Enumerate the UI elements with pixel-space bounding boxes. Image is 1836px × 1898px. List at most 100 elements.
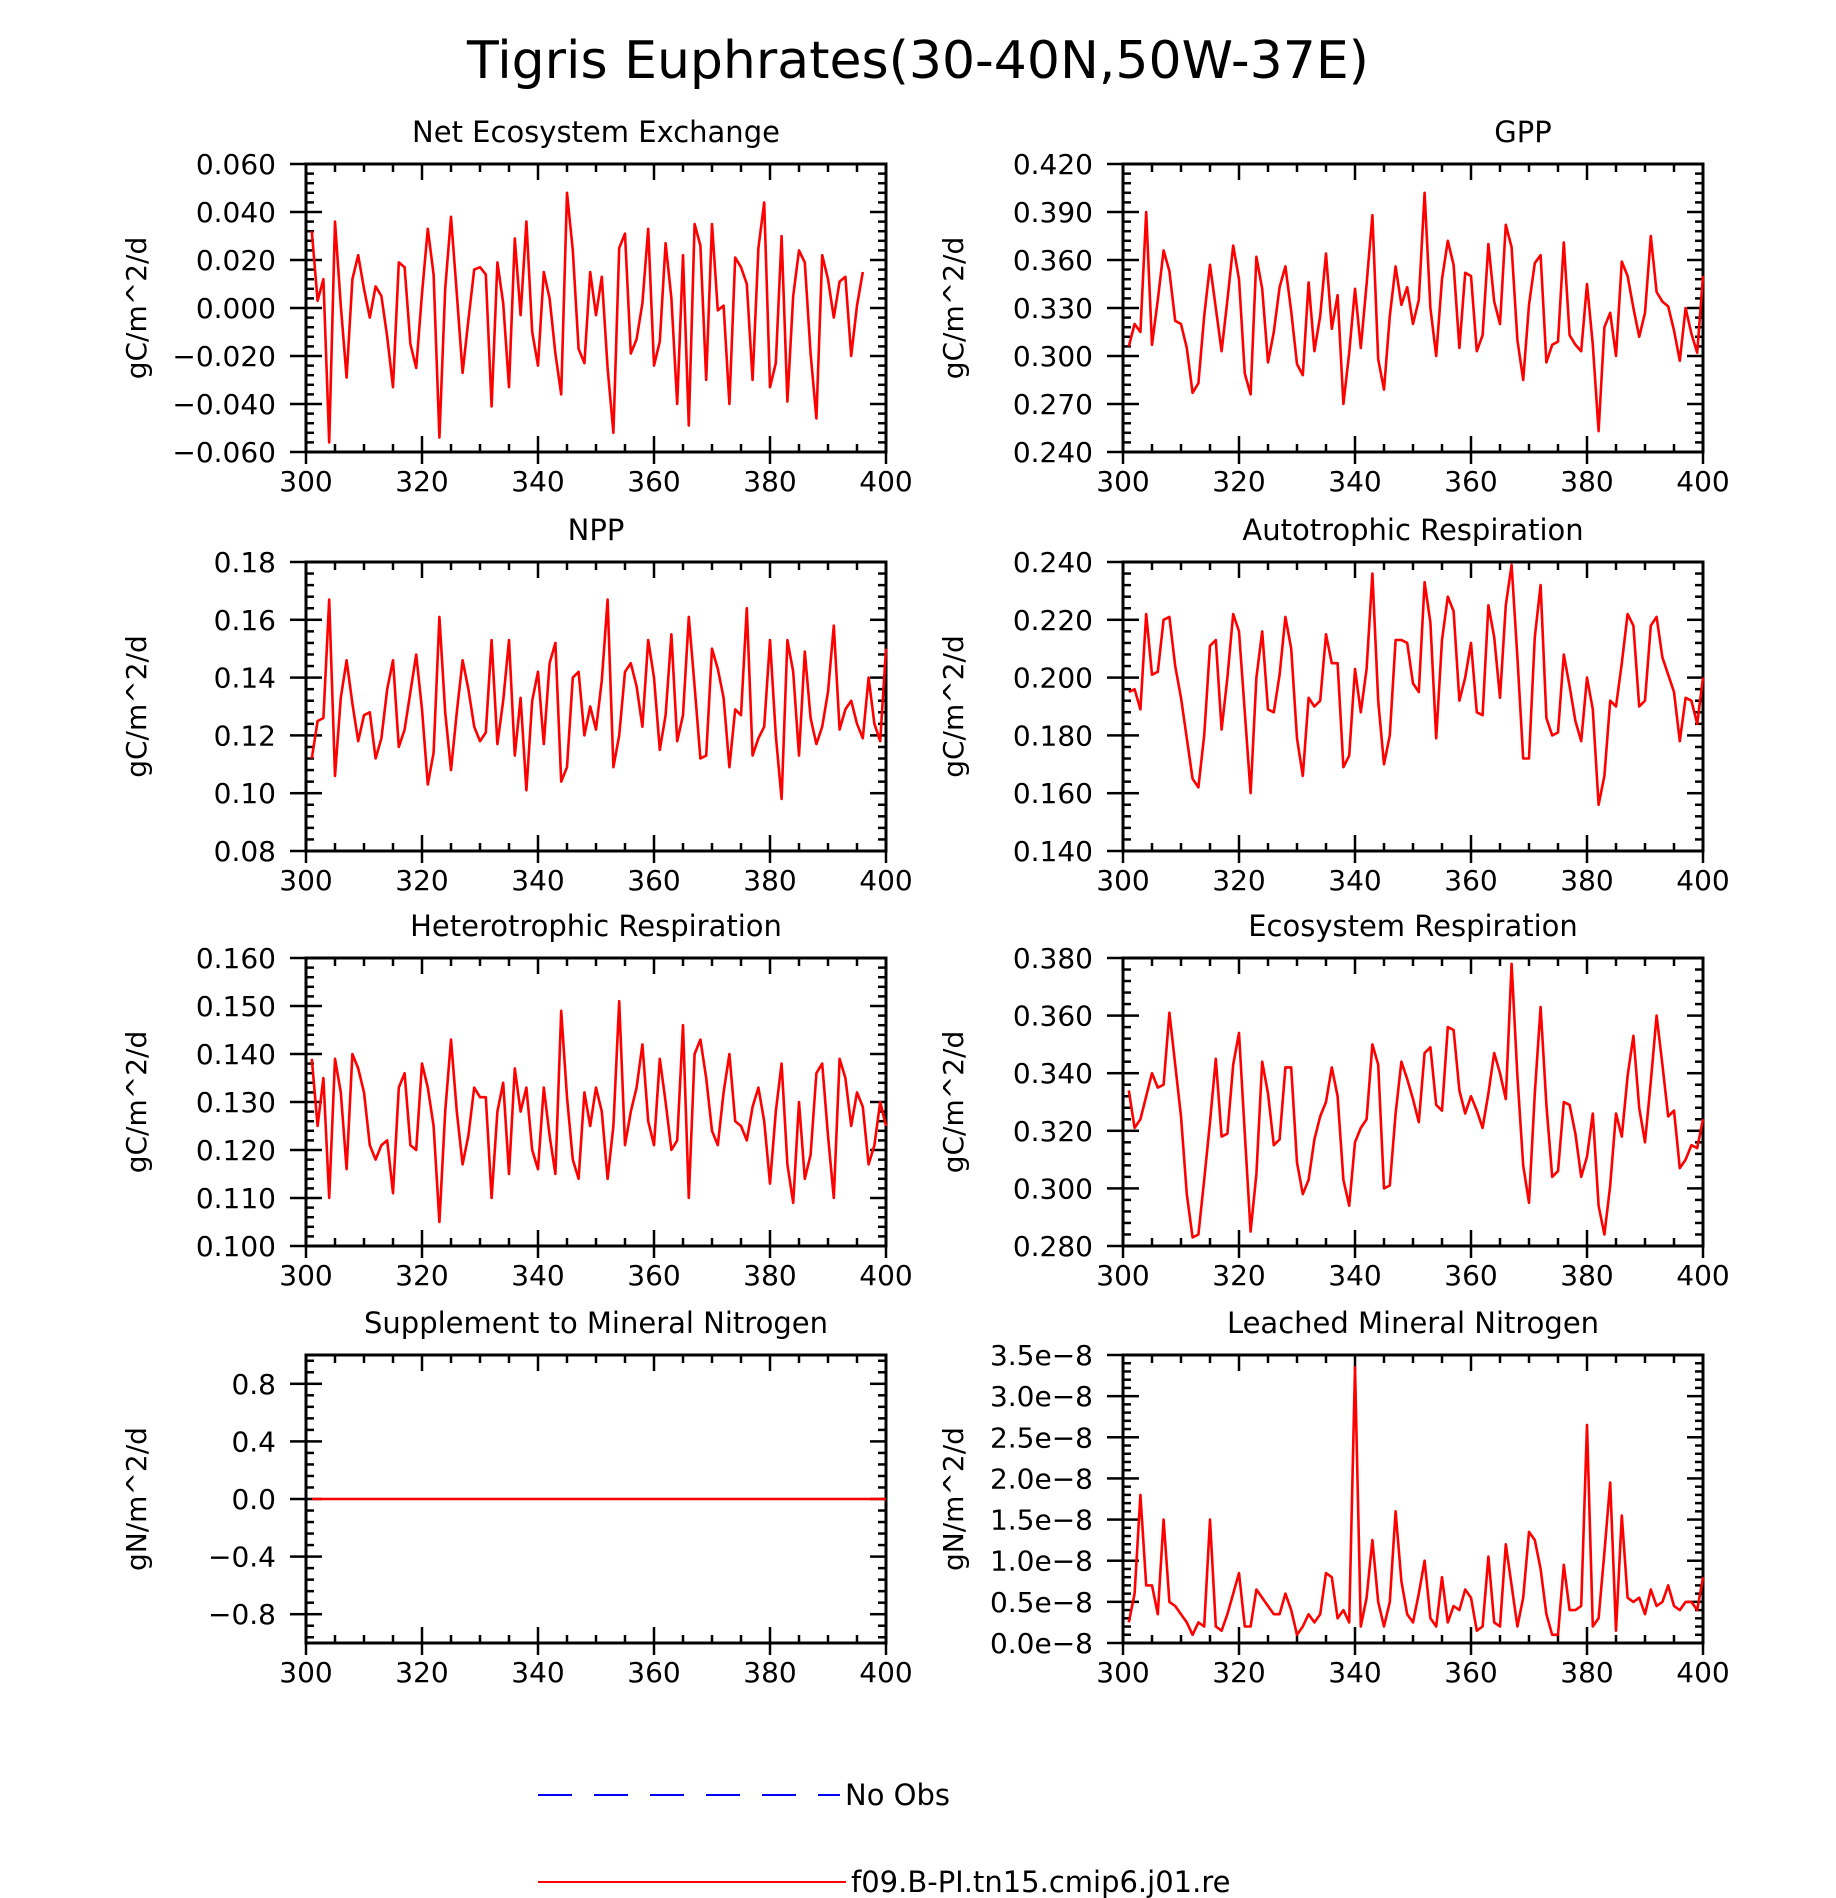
panel-title: NPP bbox=[568, 513, 625, 547]
panel-title: Net Ecosystem Exchange bbox=[412, 115, 780, 149]
y-axis-label: gC/m^2/d bbox=[937, 635, 970, 778]
y-tick-label: 0.16 bbox=[214, 604, 276, 637]
y-tick-label: 0.360 bbox=[1013, 1000, 1093, 1033]
y-tick-label: −0.040 bbox=[172, 388, 276, 421]
x-tick-label: 300 bbox=[1096, 1259, 1149, 1292]
y-tick-label: 0.0e−8 bbox=[990, 1627, 1093, 1660]
data-series-line bbox=[310, 598, 888, 801]
y-tick-label: 0.390 bbox=[1013, 196, 1093, 229]
x-tick-label: 320 bbox=[1212, 864, 1265, 897]
chart-panel: 300 320 340 360 380 400 −0.060 −0.040 −0.020 0.00… bbox=[120, 115, 913, 498]
x-tick-label: 340 bbox=[511, 1259, 564, 1292]
y-tick-label: 0.300 bbox=[1013, 340, 1093, 373]
x-tick-label: 340 bbox=[1328, 465, 1381, 498]
panel-title: Supplement to Mineral Nitrogen bbox=[364, 1306, 828, 1340]
x-tick-label: 400 bbox=[1676, 864, 1729, 897]
y-tick-label: −0.020 bbox=[172, 340, 276, 373]
y-axis-label: gC/m^2/d bbox=[120, 1031, 153, 1174]
x-tick-label: 340 bbox=[511, 864, 564, 897]
x-tick-label: 380 bbox=[1560, 1656, 1613, 1689]
legend-label-model: f09.B-PI.tn15.cmip6.j01.re bbox=[851, 1865, 1230, 1898]
y-tick-label: 0.0 bbox=[231, 1483, 276, 1516]
panel-title: Autotrophic Respiration bbox=[1242, 513, 1583, 547]
y-tick-label: 0.330 bbox=[1013, 292, 1093, 325]
data-series-line bbox=[310, 191, 865, 444]
chart-panel: 300 320 340 360 380 400 0.0e−8 0.5e−8 1.0e−8 1.5e… bbox=[937, 1306, 1730, 1689]
x-tick-label: 400 bbox=[859, 864, 912, 897]
x-tick-label: 320 bbox=[1212, 465, 1265, 498]
x-tick-label: 340 bbox=[1328, 864, 1381, 897]
y-axis-label: gC/m^2/d bbox=[937, 237, 970, 380]
y-tick-label: 0.040 bbox=[196, 196, 276, 229]
x-tick-label: 360 bbox=[627, 1656, 680, 1689]
y-tick-label: 0.420 bbox=[1013, 148, 1093, 181]
y-axis-label: gC/m^2/d bbox=[120, 237, 153, 380]
x-tick-label: 320 bbox=[395, 864, 448, 897]
y-tick-label: 0.270 bbox=[1013, 388, 1093, 421]
y-tick-label: 0.060 bbox=[196, 148, 276, 181]
y-tick-label: 0.300 bbox=[1013, 1172, 1093, 1205]
x-tick-label: 340 bbox=[511, 1656, 564, 1689]
y-tick-label: 0.14 bbox=[214, 662, 276, 695]
x-tick-label: 360 bbox=[1444, 1259, 1497, 1292]
y-tick-label: −0.060 bbox=[172, 436, 276, 469]
x-tick-label: 380 bbox=[743, 864, 796, 897]
chart-panel: 300 320 340 360 380 400 0.100 0.110 0.120 0.130 0.… bbox=[120, 909, 913, 1292]
x-tick-label: 380 bbox=[1560, 864, 1613, 897]
x-tick-label: 380 bbox=[1560, 465, 1613, 498]
x-tick-label: 300 bbox=[1096, 864, 1149, 897]
y-tick-label: 0.5e−8 bbox=[990, 1586, 1093, 1619]
x-tick-label: 400 bbox=[859, 1656, 912, 1689]
x-tick-label: 380 bbox=[743, 1259, 796, 1292]
x-tick-label: 320 bbox=[1212, 1259, 1265, 1292]
x-tick-label: 360 bbox=[1444, 1656, 1497, 1689]
chart-panel: 300 320 340 360 380 400 0.240 0.270 0.300 0.330 0.… bbox=[937, 115, 1730, 498]
x-tick-label: 380 bbox=[1560, 1259, 1613, 1292]
chart-panels: 300 320 340 360 380 400 −0.060 −0.040 −0.020 0.0 0… bbox=[120, 115, 1730, 1689]
y-tick-label: 0.380 bbox=[1013, 942, 1093, 975]
y-tick-label: 2.5e−8 bbox=[990, 1421, 1093, 1454]
x-tick-label: 400 bbox=[1676, 1656, 1729, 1689]
data-series-line bbox=[1127, 962, 1705, 1239]
y-tick-label: 0.240 bbox=[1013, 436, 1093, 469]
x-tick-label: 400 bbox=[1676, 1259, 1729, 1292]
y-axis-label: gC/m^2/d bbox=[937, 1031, 970, 1174]
y-tick-label: 0.150 bbox=[196, 990, 276, 1023]
x-tick-label: 300 bbox=[279, 864, 332, 897]
legend: No Obs f09.B-PI.tn15.cmip6.j01.re bbox=[538, 1778, 1230, 1898]
data-series-line bbox=[1128, 563, 1705, 807]
panel-title: Ecosystem Respiration bbox=[1248, 909, 1578, 943]
y-tick-label: 0.160 bbox=[196, 942, 276, 975]
x-tick-label: 320 bbox=[395, 1259, 448, 1292]
x-tick-label: 320 bbox=[1212, 1656, 1265, 1689]
x-tick-label: 360 bbox=[1444, 864, 1497, 897]
data-series-line bbox=[1127, 191, 1705, 433]
plot-frame bbox=[1121, 162, 1705, 454]
y-tick-label: 0.320 bbox=[1013, 1115, 1093, 1148]
y-tick-label: 3.5e−8 bbox=[990, 1339, 1093, 1372]
x-tick-label: 300 bbox=[279, 1259, 332, 1292]
x-tick-label: 360 bbox=[627, 465, 680, 498]
y-tick-label: 2.0e−8 bbox=[990, 1462, 1093, 1495]
x-tick-label: 400 bbox=[859, 465, 912, 498]
x-tick-label: 380 bbox=[743, 1656, 796, 1689]
y-tick-label: 0.340 bbox=[1013, 1057, 1093, 1090]
x-tick-label: 340 bbox=[1328, 1656, 1381, 1689]
x-tick-label: 300 bbox=[279, 1656, 332, 1689]
y-tick-label: 0.360 bbox=[1013, 244, 1093, 277]
x-tick-label: 400 bbox=[1676, 465, 1729, 498]
x-tick-label: 400 bbox=[859, 1259, 912, 1292]
x-tick-label: 380 bbox=[743, 465, 796, 498]
y-tick-label: 0.220 bbox=[1013, 604, 1093, 637]
y-tick-label: −0.8 bbox=[208, 1598, 276, 1631]
x-tick-label: 340 bbox=[1328, 1259, 1381, 1292]
chart-panel: 300 320 340 360 380 400 0.08 0.10 0.12 0.14 0.16 0.… bbox=[120, 513, 913, 897]
data-series-line bbox=[310, 999, 888, 1224]
chart-panel: 300 320 340 360 380 400 0.140 0.160 0.180 0.200 0.… bbox=[937, 513, 1730, 897]
panel-title: Leached Mineral Nitrogen bbox=[1227, 1306, 1599, 1340]
y-tick-label: 1.5e−8 bbox=[990, 1504, 1093, 1537]
y-tick-label: 0.180 bbox=[1013, 719, 1093, 752]
x-tick-label: 300 bbox=[279, 465, 332, 498]
y-tick-label: 0.4 bbox=[231, 1425, 276, 1458]
